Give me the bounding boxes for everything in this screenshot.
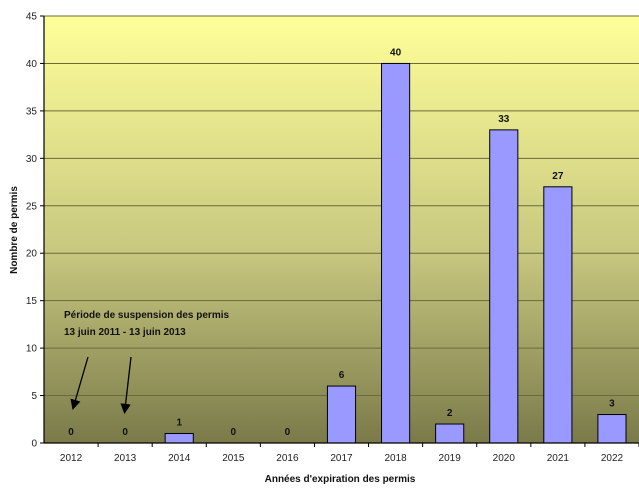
- x-tick-label-2016: 2016: [276, 453, 299, 464]
- data-label-2022: 3: [609, 399, 615, 410]
- x-tick-label-2019: 2019: [439, 453, 462, 464]
- x-tick-label-2018: 2018: [384, 453, 407, 464]
- x-axis-title: Années d'expiration des permis: [265, 474, 416, 484]
- bar-2021: [543, 186, 573, 444]
- y-tick-label: 25: [26, 201, 38, 212]
- y-tick-label: 20: [26, 249, 38, 260]
- y-tick-label: 0: [31, 439, 37, 450]
- bar-2018: [381, 62, 411, 444]
- data-label-2019: 2: [447, 408, 453, 419]
- y-tick-label: 45: [26, 12, 38, 23]
- x-tick-label-2021: 2021: [547, 453, 570, 464]
- annotation-arrow-1: [70, 356, 89, 410]
- suspension-annotation: Période de suspension des permis 13 juin…: [64, 310, 229, 415]
- annotation-line-2: 13 juin 2011 - 13 juin 2013: [64, 327, 186, 338]
- data-label-2018: 40: [390, 47, 402, 58]
- y-tick-label: 35: [26, 106, 38, 117]
- bars: [164, 62, 627, 444]
- data-label-2017: 6: [339, 370, 345, 381]
- x-tick-label-2015: 2015: [222, 453, 245, 464]
- x-tick-label-2022: 2022: [601, 453, 624, 464]
- bar-2019: [435, 423, 465, 444]
- annotation-line-1: Période de suspension des permis: [64, 310, 229, 321]
- data-label-2015: 0: [231, 427, 237, 438]
- bar-2014: [164, 433, 194, 444]
- annotation-arrow-2: [120, 356, 132, 415]
- x-tick-label-2020: 2020: [493, 453, 516, 464]
- bar-2022: [597, 414, 627, 444]
- data-label-2013: 0: [122, 427, 128, 438]
- y-tick-label: 30: [26, 154, 38, 165]
- y-tick-label: 5: [31, 391, 37, 402]
- x-tick-label-2017: 2017: [330, 453, 353, 464]
- bar-2017: [326, 385, 357, 444]
- y-tick-label: 15: [26, 296, 38, 307]
- y-tick-label: 10: [26, 344, 38, 355]
- y-tick-label: 40: [26, 59, 38, 70]
- data-labels: 0 0 1 0 0 6 40 2 33 27 3: [68, 47, 615, 438]
- x-tick-label-2014: 2014: [168, 453, 191, 464]
- data-label-2021: 27: [552, 171, 564, 182]
- data-label-2014: 1: [176, 418, 182, 429]
- data-label-2016: 0: [285, 427, 291, 438]
- plot-area-background: [44, 16, 639, 443]
- x-tick-label-2013: 2013: [114, 453, 137, 464]
- data-label-2020: 33: [498, 114, 510, 125]
- x-tick-label-2012: 2012: [60, 453, 83, 464]
- bar-2020: [489, 129, 519, 444]
- gridlines: [44, 15, 639, 397]
- data-label-2012: 0: [68, 427, 74, 438]
- y-axis-title: Nombre de permis: [9, 186, 20, 274]
